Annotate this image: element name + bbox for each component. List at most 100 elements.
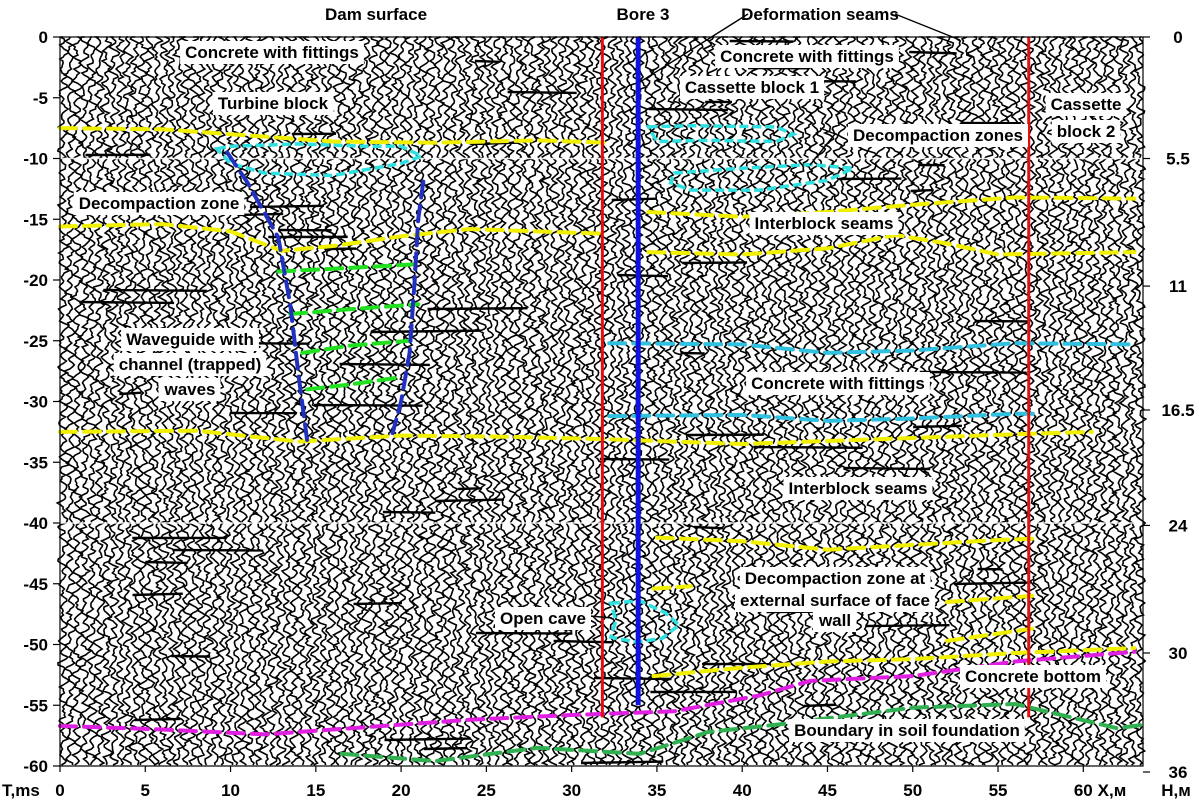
annotation-background bbox=[812, 609, 856, 632]
seismic-band bbox=[132, 592, 183, 597]
seismic-trace bbox=[836, 36, 852, 766]
annotation-label: channel (trapped) bbox=[119, 355, 262, 374]
seismic-trace bbox=[359, 36, 375, 766]
seismic-trace bbox=[423, 36, 440, 766]
seismic-band bbox=[339, 362, 430, 367]
seismic-trace bbox=[922, 36, 938, 766]
seismic-trace bbox=[691, 36, 707, 766]
seismic-trace bbox=[944, 36, 960, 766]
right-tick-label: 5.5 bbox=[1166, 150, 1190, 169]
bottom-tick-label: 55 bbox=[989, 781, 1008, 800]
seismic-band bbox=[599, 457, 670, 461]
annotation-background bbox=[1045, 93, 1127, 116]
seismic-band bbox=[694, 525, 724, 530]
annotation-label: wall bbox=[818, 611, 851, 630]
bottom-tick-label: 40 bbox=[733, 781, 752, 800]
horizon-line bbox=[607, 341, 1137, 355]
seismic-band bbox=[103, 288, 207, 293]
seismic-trace bbox=[669, 36, 685, 766]
right-axis-label: H,м bbox=[1161, 781, 1191, 800]
left-tick-label: -30 bbox=[23, 393, 48, 412]
seismic-trace bbox=[257, 36, 273, 766]
horizon-line bbox=[390, 179, 426, 436]
bottom-tick-label: 25 bbox=[477, 781, 496, 800]
seismic-trace bbox=[228, 36, 244, 766]
seismic-trace bbox=[344, 36, 360, 766]
seismic-trace bbox=[437, 36, 454, 766]
annotation-label: Cassette block 1 bbox=[685, 78, 819, 97]
seismic-trace bbox=[1096, 36, 1111, 766]
seismic-trace bbox=[1031, 36, 1047, 766]
seismic-trace bbox=[352, 36, 367, 765]
seismic-band bbox=[145, 560, 188, 565]
seismic-trace bbox=[1038, 36, 1054, 766]
seismic-trace bbox=[373, 36, 389, 766]
seismic-trace bbox=[663, 36, 678, 766]
seismic-trace bbox=[1089, 36, 1105, 766]
seismic-band bbox=[580, 760, 664, 765]
leader-line bbox=[894, 13, 961, 41]
horizon-line bbox=[276, 262, 421, 274]
annotation-background bbox=[1051, 120, 1121, 143]
left-tick-label: -45 bbox=[23, 575, 48, 594]
seismic-band bbox=[371, 329, 481, 334]
seismic-trace bbox=[785, 36, 801, 766]
seismic-band bbox=[909, 50, 957, 55]
seismic-band bbox=[507, 90, 577, 95]
seismic-band bbox=[384, 737, 471, 742]
annotation-background bbox=[749, 212, 899, 235]
annotation-background bbox=[180, 41, 364, 64]
seismic-band bbox=[611, 197, 657, 202]
axes: 0 -5 -10 -15 -20 -25 -30 -35 -40 -45 -50 -55 -60 T,ms… bbox=[2, 28, 1195, 800]
seismic-trace bbox=[865, 36, 881, 766]
seismic-band bbox=[803, 703, 836, 708]
annotation-label: Dam surface bbox=[325, 5, 427, 24]
seismic-trace bbox=[1103, 36, 1118, 766]
seismic-trace bbox=[698, 36, 714, 766]
seismic-trace bbox=[113, 36, 129, 766]
seismic-trace bbox=[647, 36, 663, 766]
decompaction-zone bbox=[668, 162, 860, 192]
seismic-trace bbox=[750, 36, 764, 765]
seismic-trace bbox=[764, 36, 779, 766]
annotation-label: Concrete with fittings bbox=[185, 43, 359, 62]
seismic-trace bbox=[308, 36, 324, 766]
annotation-label: block 2 bbox=[1057, 122, 1116, 141]
seismic-trace bbox=[251, 36, 266, 766]
seismic-trace bbox=[510, 36, 526, 766]
seismic-trace bbox=[105, 36, 122, 766]
decompaction-zone bbox=[645, 123, 798, 144]
seismic-band bbox=[353, 601, 403, 606]
seismic-trace bbox=[771, 36, 787, 766]
seismic-trace bbox=[858, 36, 873, 766]
annotation-label: Bore 3 bbox=[617, 5, 670, 24]
seismic-trace bbox=[127, 36, 143, 766]
horizon-lines bbox=[58, 126, 1145, 764]
seismic-band bbox=[382, 510, 436, 514]
seismic-band bbox=[472, 141, 518, 146]
seismic-trace bbox=[713, 36, 729, 766]
seismic-band bbox=[919, 370, 1027, 374]
horizon-line bbox=[58, 126, 608, 145]
seismic-trace bbox=[149, 36, 165, 766]
seismic-trace bbox=[561, 36, 577, 766]
seismic-band bbox=[753, 445, 863, 449]
left-tick-label: -25 bbox=[23, 332, 48, 351]
horizon-line bbox=[654, 535, 1035, 552]
bottom-tick-label: 60 bbox=[1074, 781, 1093, 800]
seismic-trace bbox=[1110, 36, 1126, 766]
annotation-leaders bbox=[589, 13, 961, 619]
seismic-band bbox=[171, 654, 211, 658]
annotation-background bbox=[960, 665, 1106, 688]
right-tick-label: 30 bbox=[1169, 644, 1188, 663]
seismic-trace bbox=[142, 36, 157, 766]
annotation-label: Deformation seams bbox=[741, 5, 899, 24]
annotation-label: Turbine block bbox=[218, 94, 329, 113]
seismic-trace bbox=[265, 36, 281, 766]
seismic-band bbox=[119, 391, 142, 396]
seismic-band bbox=[866, 624, 950, 628]
horizon-line bbox=[646, 195, 1137, 219]
seismic-trace bbox=[583, 36, 598, 766]
seismic-trace bbox=[981, 36, 995, 766]
